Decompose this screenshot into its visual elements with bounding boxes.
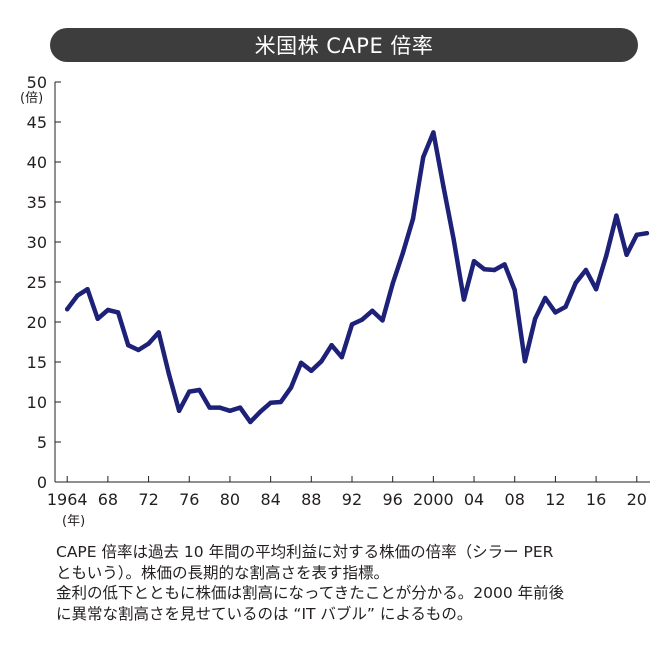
data-point bbox=[105, 307, 111, 313]
y-tick-label: 10 bbox=[27, 393, 47, 412]
data-point bbox=[400, 251, 405, 256]
x-tick-label: 12 bbox=[545, 490, 565, 509]
y-tick-label: 0 bbox=[37, 473, 47, 492]
data-point bbox=[410, 216, 416, 221]
x-tick-label: 68 bbox=[98, 490, 118, 509]
data-point bbox=[156, 330, 161, 335]
y-tick-label: 35 bbox=[27, 193, 47, 212]
data-point bbox=[573, 280, 578, 285]
chart-caption: CAPE 倍率は過去 10 年間の平均利益に対する株価の倍率（シラー PER と… bbox=[56, 542, 656, 624]
data-point bbox=[319, 359, 324, 364]
y-tick-label: 50 bbox=[27, 73, 47, 92]
x-tick-label: 04 bbox=[464, 490, 484, 509]
data-point bbox=[360, 317, 365, 322]
x-tick-label: 20 bbox=[627, 490, 647, 509]
chart-title: 米国株 CAPE 倍率 bbox=[254, 34, 434, 58]
x-tick-label: 1964 bbox=[47, 490, 88, 509]
data-point bbox=[441, 184, 446, 189]
data-point bbox=[522, 359, 528, 364]
y-tick-label: 20 bbox=[27, 313, 47, 332]
data-point bbox=[136, 347, 141, 353]
data-point bbox=[85, 287, 90, 292]
data-point bbox=[461, 297, 467, 302]
data-point bbox=[248, 419, 253, 425]
data-point bbox=[644, 231, 650, 236]
x-tick-label: 88 bbox=[301, 490, 321, 509]
x-tick-label: 16 bbox=[586, 490, 606, 509]
x-axis-unit-label: (年) bbox=[62, 514, 85, 529]
data-point bbox=[309, 368, 314, 373]
data-point bbox=[339, 355, 344, 360]
cape-line-chart: 0 5 10 15 20 25 30 35 40 45 50 1964 68 72 76 80 84 88 92 9… bbox=[20, 73, 650, 529]
y-tick-label: 40 bbox=[27, 153, 47, 172]
data-point bbox=[624, 252, 629, 257]
x-tick-label: 08 bbox=[505, 490, 525, 509]
caption-line: に異常な割高さを見せているのは “IT バブル” によるもの。 bbox=[56, 604, 473, 623]
data-point bbox=[634, 232, 639, 237]
data-point bbox=[532, 316, 538, 321]
x-axis: 1964 68 72 76 80 84 88 92 96 2000 04 08 12 16 20 bbox=[47, 476, 650, 509]
data-point bbox=[604, 253, 609, 258]
data-point bbox=[451, 237, 456, 242]
data-point bbox=[278, 399, 283, 405]
x-tick-label: 72 bbox=[138, 490, 158, 509]
caption-line: ともいう）。株価の長期的な割高さを表す指標。 bbox=[56, 563, 389, 582]
data-point bbox=[115, 310, 121, 315]
data-point bbox=[65, 307, 70, 312]
data-point bbox=[390, 281, 395, 286]
x-tick-label: 76 bbox=[179, 490, 199, 509]
series-layer bbox=[64, 130, 650, 425]
data-point bbox=[380, 318, 385, 323]
data-point bbox=[431, 130, 436, 135]
chart-title-bar: 米国株 CAPE 倍率 bbox=[50, 28, 638, 62]
data-point bbox=[126, 343, 131, 348]
data-point bbox=[593, 287, 599, 292]
data-point bbox=[95, 316, 100, 321]
data-point bbox=[227, 408, 233, 413]
data-point bbox=[187, 389, 192, 394]
data-point bbox=[421, 155, 426, 160]
data-point bbox=[583, 267, 589, 273]
data-point bbox=[492, 267, 497, 273]
y-tick-label: 30 bbox=[27, 233, 47, 252]
data-point bbox=[197, 387, 202, 393]
data-point bbox=[176, 408, 182, 413]
data-point bbox=[471, 259, 477, 264]
y-tick-label: 5 bbox=[37, 433, 47, 452]
data-point bbox=[553, 310, 558, 315]
data-point bbox=[217, 405, 222, 410]
x-tick-label: 96 bbox=[382, 490, 402, 509]
data-point bbox=[329, 343, 334, 348]
data-point bbox=[370, 308, 375, 313]
y-tick-label: 15 bbox=[27, 353, 47, 372]
series-line-cape bbox=[64, 130, 650, 425]
y-tick-label: 45 bbox=[27, 113, 47, 132]
data-point bbox=[349, 322, 355, 327]
y-tick-label: 25 bbox=[27, 273, 47, 292]
x-tick-label: 80 bbox=[220, 490, 240, 509]
x-tick-label: 84 bbox=[260, 490, 280, 509]
data-point bbox=[237, 405, 243, 410]
data-point bbox=[298, 360, 304, 365]
data-point bbox=[543, 295, 548, 301]
caption-line: 金利の低下とともに株価は割高になってきたことが分かる。2000 年前後 bbox=[56, 584, 565, 602]
data-point bbox=[258, 409, 263, 414]
data-point bbox=[75, 293, 80, 298]
data-point bbox=[207, 405, 212, 410]
data-point bbox=[512, 287, 517, 293]
data-point bbox=[288, 385, 294, 390]
x-tick-label: 2000 bbox=[413, 490, 454, 509]
x-tick-label: 92 bbox=[342, 490, 362, 509]
caption-line: CAPE 倍率は過去 10 年間の平均利益に対する株価の倍率（シラー PER bbox=[56, 543, 554, 561]
data-point bbox=[146, 341, 151, 346]
data-point bbox=[614, 213, 619, 218]
data-point bbox=[502, 262, 507, 267]
data-point bbox=[482, 267, 487, 272]
data-point bbox=[563, 304, 568, 309]
y-axis-unit-label: (倍) bbox=[20, 91, 43, 106]
data-point bbox=[268, 400, 273, 405]
y-axis: 0 5 10 15 20 25 30 35 40 45 50 bbox=[27, 73, 61, 492]
data-point bbox=[166, 371, 172, 377]
